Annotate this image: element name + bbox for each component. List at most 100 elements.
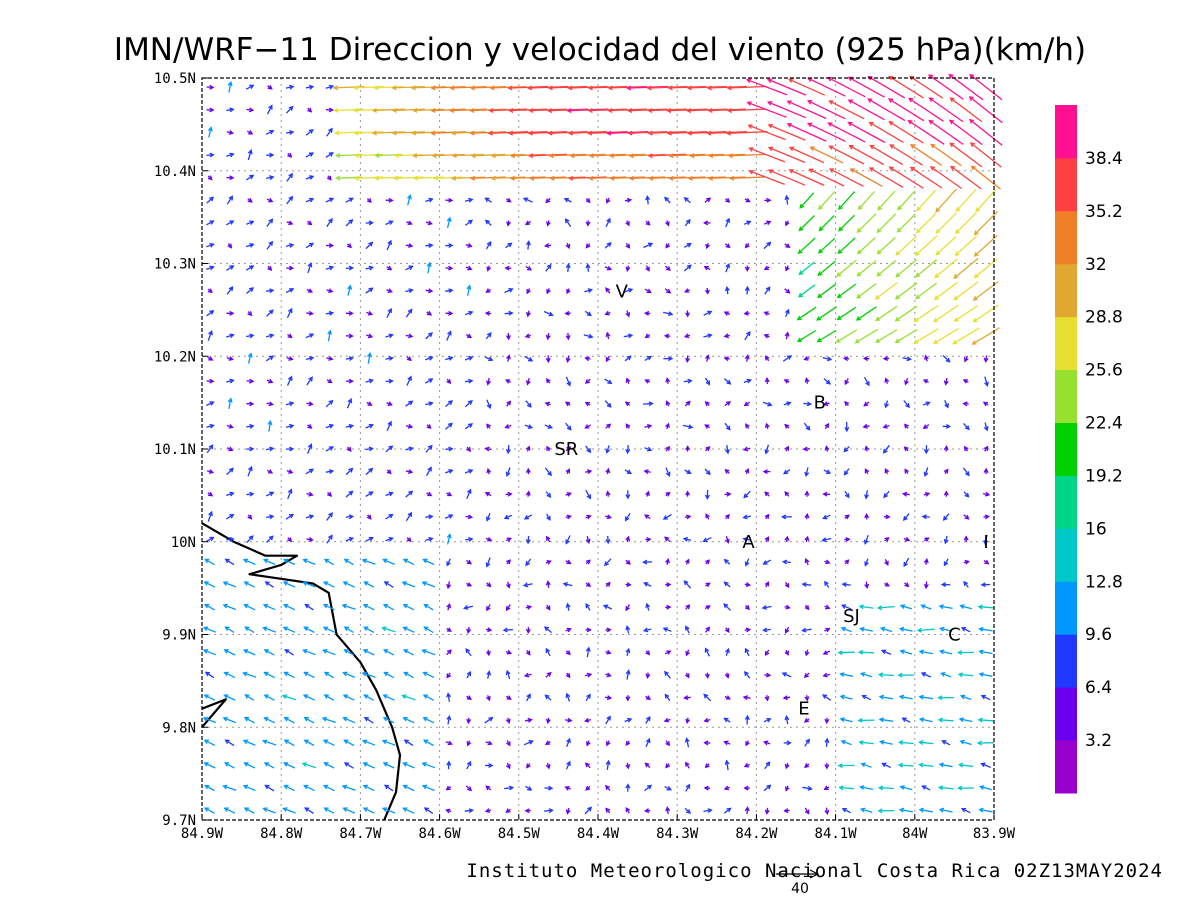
wind-vector [465,265,473,271]
y-axis-ticks: 10.5N 10.4N 10.3N 10.2N 10.1N 10N 9.9N 9.8N 9.7N [154,71,208,829]
wind-vector [764,355,770,362]
wind-vector [869,144,904,166]
wind-vector [842,356,850,362]
wind-vector [266,309,274,317]
wind-vector [529,175,566,181]
wind-vector [422,558,435,566]
wind-vector [682,536,692,542]
wind-vector [432,175,464,181]
wind-vector [566,108,609,114]
wind-vector [262,558,276,566]
wind-vector [204,604,216,611]
wind-vector [804,467,810,477]
wind-vector [247,352,253,364]
wind-vector [916,189,936,212]
wind-vector [982,401,989,407]
wind-vector [725,217,731,228]
wind-vector [466,559,473,565]
wind-vector [524,220,531,226]
wind-vector [626,85,669,91]
wind-vector [305,197,315,203]
wind-vector [565,262,571,272]
wind-vector [932,328,959,345]
wind-vector [444,469,454,474]
wind-vector [266,104,273,115]
wind-vector [446,378,452,385]
wind-vector [920,672,932,678]
wind-vector [286,446,295,452]
wind-vector [625,647,631,656]
wind-vector [762,469,771,475]
wind-vector [983,422,989,432]
colorbar-label: 35.2 [1085,202,1123,222]
wind-vector [848,145,885,166]
wind-vector [385,333,394,339]
wind-vector [723,807,732,814]
wind-vector [685,558,690,565]
wind-vector [386,307,392,318]
wind-vector [605,331,611,340]
wind-vector [864,445,870,452]
wind-vector [242,784,256,792]
wind-vector [362,807,375,814]
wind-vector [585,603,591,611]
wind-vector [226,423,234,429]
wind-vector [764,444,770,455]
wind-vector [877,672,894,678]
wind-vector [406,375,412,386]
wind-vector [266,218,274,227]
wind-vector [567,130,607,136]
wind-vector [245,242,255,248]
wind-vector [266,378,274,384]
wind-vector [686,85,727,91]
wind-vector [954,212,977,235]
wind-vector [898,740,914,746]
wind-vector [876,259,897,277]
wind-vector [644,379,651,384]
wind-vector [664,786,672,791]
wind-vector [245,84,255,90]
wind-vector [983,514,990,520]
wind-vector [977,717,994,723]
wind-vector [969,142,1002,168]
wind-vector [565,492,572,497]
wind-vector [603,558,612,567]
wind-vector [283,671,295,679]
wind-vector [704,672,710,679]
wind-vector [806,100,846,120]
wind-vector [723,356,730,362]
wind-vector [266,288,275,294]
wind-vector [345,333,354,339]
wind-vector [806,122,846,142]
wind-vector [504,379,511,384]
wind-vector [585,445,592,454]
wind-vector [963,445,969,452]
wind-vector [884,582,890,587]
wind-vector [523,514,533,520]
wind-vector [838,214,855,232]
wind-vector [647,153,687,159]
wind-vector [263,762,275,769]
wind-vector [743,670,751,679]
wind-vector [901,491,910,497]
wind-vector [226,265,235,271]
wind-vector [645,672,651,679]
wind-vector [625,265,631,272]
wind-vector [962,401,969,407]
wind-vector [784,535,790,543]
wind-vector [244,694,255,701]
city-label-sr: SR [554,439,578,460]
wind-vector [929,166,962,190]
wind-vector [525,650,531,656]
wind-vector [267,265,273,272]
wind-vector [505,649,513,655]
wind-vector [484,356,494,362]
wind-vector [764,513,770,520]
colorbar-swatch [1055,210,1077,265]
wind-vector [545,762,551,770]
wind-vector [943,490,949,497]
wind-vector [903,557,910,568]
wind-vector [401,694,416,701]
wind-vector [849,168,883,187]
wind-vector [895,235,918,256]
